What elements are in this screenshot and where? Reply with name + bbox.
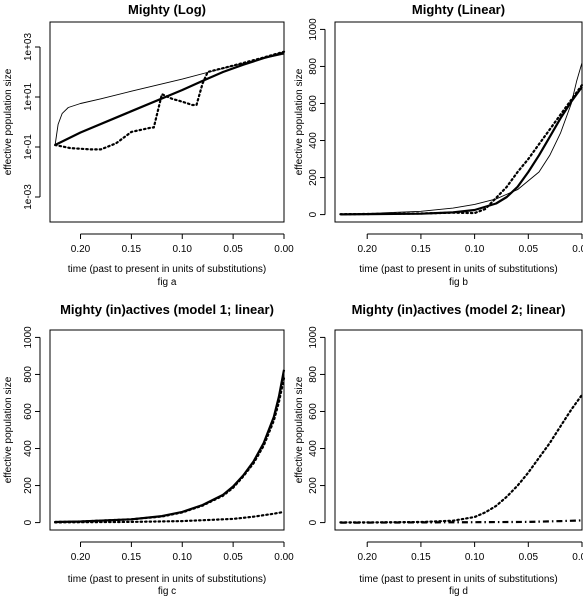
chart-title: Mighty (Linear) bbox=[412, 2, 505, 17]
y-tick-label: 0 bbox=[308, 519, 319, 525]
plot-frame bbox=[49, 21, 285, 223]
x-axis-label: time (past to present in units of substi… bbox=[68, 264, 266, 275]
y-tick-label: 600 bbox=[308, 95, 319, 112]
y-axis-label: effective population size bbox=[3, 68, 14, 175]
y-tick-label: 0 bbox=[23, 519, 34, 525]
y-tick-label: 400 bbox=[308, 132, 319, 149]
series-line-dotted bbox=[53, 377, 286, 524]
x-tick-label: 0.00 bbox=[572, 244, 583, 255]
figure-caption: fig d bbox=[449, 586, 468, 597]
x-tick-label: 0.15 bbox=[411, 552, 431, 563]
series-line-dotted bbox=[339, 393, 583, 524]
chart-title: Mighty (in)actives (model 2; linear) bbox=[352, 302, 566, 317]
y-tick-label: 400 bbox=[308, 440, 319, 457]
y-tick-label: 400 bbox=[23, 440, 34, 457]
x-tick-label: 0.20 bbox=[357, 552, 377, 563]
chart-title: Mighty (Log) bbox=[128, 2, 206, 17]
y-tick-label: 1e-01 bbox=[23, 134, 34, 160]
x-axis-label: time (past to present in units of substi… bbox=[359, 264, 557, 275]
x-axis-label: time (past to present in units of substi… bbox=[359, 574, 557, 585]
series-line-dotted bbox=[53, 50, 286, 151]
figure-caption: fig c bbox=[158, 586, 176, 597]
series-line-thick bbox=[54, 51, 285, 146]
y-tick-label: 800 bbox=[308, 58, 319, 75]
chart-title: Mighty (in)actives (model 1; linear) bbox=[60, 302, 274, 317]
y-tick-label: 200 bbox=[23, 477, 34, 494]
y-tick-label: 1e+01 bbox=[23, 83, 34, 112]
series-line-dotted bbox=[53, 510, 286, 524]
panel-c: Mighty (in)actives (model 1; linear) 0.20… bbox=[3, 302, 294, 597]
x-tick-label: 0.05 bbox=[223, 552, 243, 563]
x-tick-label: 0.10 bbox=[465, 244, 485, 255]
x-tick-label: 0.00 bbox=[274, 552, 294, 563]
x-tick-label: 0.20 bbox=[357, 244, 377, 255]
x-tick-label: 0.05 bbox=[519, 552, 539, 563]
figure-caption: fig b bbox=[449, 277, 468, 288]
y-tick-label: 1e-03 bbox=[23, 184, 34, 210]
y-tick-label: 1000 bbox=[23, 326, 34, 349]
figure-caption: fig a bbox=[158, 277, 177, 288]
x-tick-label: 0.15 bbox=[122, 552, 142, 563]
x-tick-label: 0.05 bbox=[223, 244, 243, 255]
y-axis-label: effective population size bbox=[3, 376, 14, 483]
y-tick-label: 800 bbox=[23, 366, 34, 383]
x-tick-label: 0.10 bbox=[465, 552, 485, 563]
series-line-thin bbox=[54, 53, 285, 146]
y-tick-label: 600 bbox=[308, 403, 319, 420]
x-axis-label: time (past to present in units of substi… bbox=[68, 574, 266, 585]
series-line-thick bbox=[55, 369, 286, 524]
panel-b: Mighty (Linear) 0.20 0.15 0.10 0.05 0.00 0 200 4… bbox=[294, 2, 583, 288]
y-axis-label: effective population size bbox=[294, 376, 305, 483]
plot-frame bbox=[49, 329, 285, 531]
y-tick-label: 1e+03 bbox=[23, 33, 34, 62]
series-line-dotted bbox=[339, 83, 583, 216]
x-tick-label: 0.10 bbox=[173, 552, 193, 563]
x-tick-label: 0.15 bbox=[122, 244, 142, 255]
x-tick-label: 0.10 bbox=[173, 244, 193, 255]
plot-frame bbox=[334, 21, 583, 223]
series-line-thin bbox=[340, 62, 583, 215]
panel-a: Mighty (Log) 0.20 0.15 0.10 0.05 0.00 1e-03 1e-… bbox=[3, 2, 294, 288]
y-tick-label: 800 bbox=[308, 366, 319, 383]
x-tick-label: 0.00 bbox=[572, 552, 583, 563]
x-tick-label: 0.05 bbox=[519, 244, 539, 255]
y-tick-label: 600 bbox=[23, 403, 34, 420]
y-tick-label: 200 bbox=[308, 169, 319, 186]
y-tick-label: 200 bbox=[308, 477, 319, 494]
series-line-thick bbox=[340, 86, 583, 216]
y-axis-label: effective population size bbox=[294, 68, 305, 175]
panel-d: Mighty (in)actives (model 2; linear) 0.20… bbox=[294, 302, 583, 597]
series-line-dashdot bbox=[340, 519, 583, 524]
x-tick-label: 0.15 bbox=[411, 244, 431, 255]
x-tick-label: 0.00 bbox=[274, 244, 294, 255]
plot-frame bbox=[334, 329, 583, 531]
x-tick-label: 0.20 bbox=[71, 244, 91, 255]
x-tick-label: 0.20 bbox=[71, 552, 91, 563]
y-tick-label: 0 bbox=[308, 211, 319, 217]
y-tick-label: 1000 bbox=[308, 18, 319, 41]
y-tick-label: 1000 bbox=[308, 326, 319, 349]
